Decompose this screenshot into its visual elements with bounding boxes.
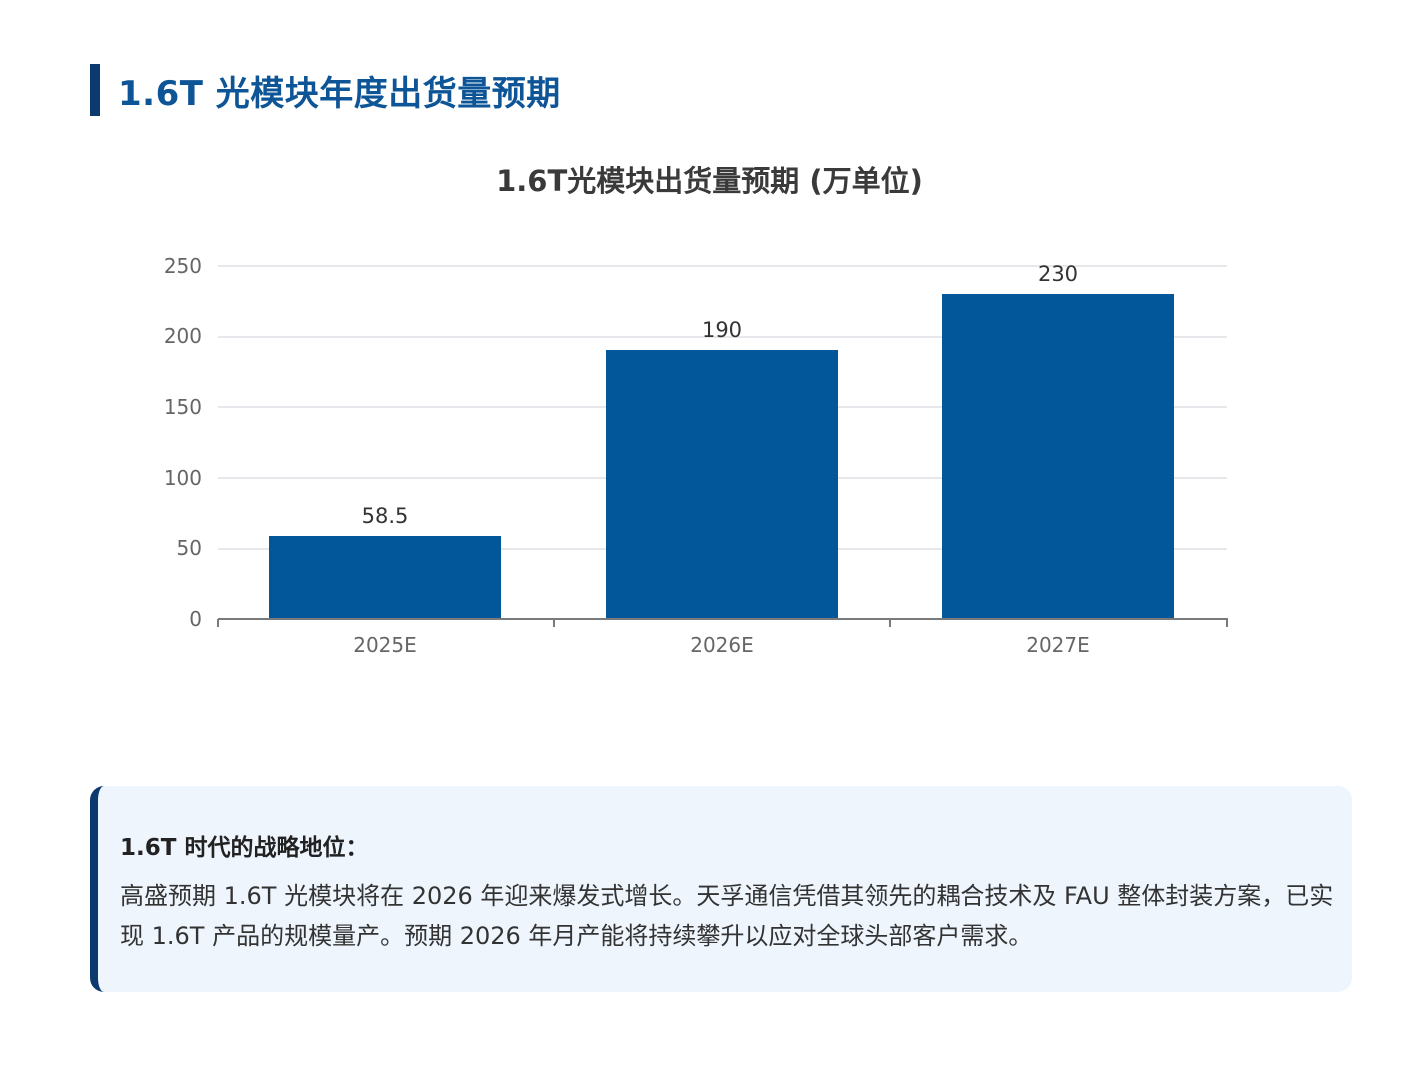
x-tickmark xyxy=(217,619,219,627)
bar-2025E xyxy=(269,536,501,619)
x-tickmark xyxy=(889,619,891,627)
y-tick-150: 150 xyxy=(163,395,202,419)
accent-bar xyxy=(90,64,100,116)
bar-value-label: 190 xyxy=(701,318,743,342)
bar-2027E xyxy=(942,294,1174,619)
bar-chart: 0 50 100 150 200 250 58.5 190 230 2025E … xyxy=(163,254,1228,657)
gridline-200 xyxy=(218,336,1227,338)
gridline-250 xyxy=(218,265,1227,267)
bar-2026E xyxy=(606,350,838,619)
x-tickmark xyxy=(1226,619,1228,627)
x-label-2027E: 2027E xyxy=(1026,633,1090,657)
insight-body: 高盛预期 1.6T 光模块将在 2026 年迎来爆发式增长。天孚通信凭借其领先的… xyxy=(120,882,1334,950)
bar-value-label: 58.5 xyxy=(361,504,409,528)
x-tickmark xyxy=(553,619,555,627)
chart-title: 1.6T光模块出货量预期 (万单位) xyxy=(496,164,923,198)
section-header: 1.6T 光模块年度出货量预期 xyxy=(90,64,561,116)
y-tick-250: 250 xyxy=(163,254,202,278)
x-label-2026E: 2026E xyxy=(690,633,754,657)
y-tick-200: 200 xyxy=(163,324,202,348)
y-tick-100: 100 xyxy=(163,466,202,490)
y-tick-50: 50 xyxy=(176,536,202,560)
bar-value-label: 230 xyxy=(1037,262,1079,286)
x-label-2025E: 2025E xyxy=(353,633,417,657)
section-title: 1.6T 光模块年度出货量预期 xyxy=(118,73,561,114)
insight-card: 1.6T 时代的战略地位： 高盛预期 1.6T 光模块将在 2026 年迎来爆发… xyxy=(90,786,1352,992)
x-axis xyxy=(218,618,1228,620)
y-tick-0: 0 xyxy=(189,607,202,631)
insight-title: 1.6T 时代的战略地位： xyxy=(120,835,369,861)
